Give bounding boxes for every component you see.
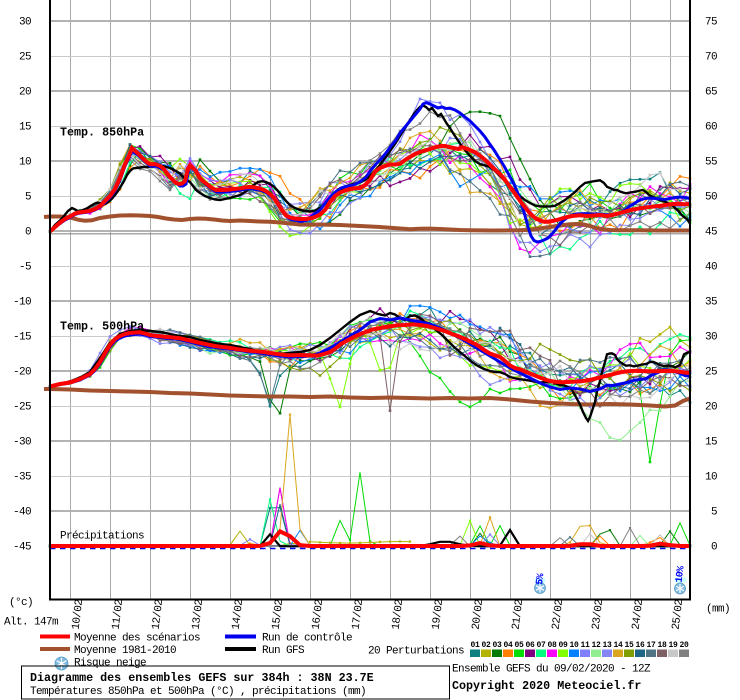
svg-text:19/02: 19/02 [431,599,447,630]
svg-text:Températures 850hPa et 500hPa: Températures 850hPa et 500hPa (°C) , pré… [30,686,366,698]
svg-text:60: 60 [705,122,717,134]
svg-text:02: 02 [481,641,491,650]
svg-text:11/02: 11/02 [111,599,127,630]
svg-text:14: 14 [613,641,623,650]
svg-text:25: 25 [19,52,31,64]
svg-text:11: 11 [580,641,590,650]
svg-text:-15: -15 [13,332,31,344]
svg-text:-20: -20 [13,367,31,379]
svg-text:35: 35 [705,297,717,309]
svg-text:Moyenne 1981-2010: Moyenne 1981-2010 [74,645,176,657]
svg-text:21/02: 21/02 [511,599,527,630]
svg-text:-5: -5 [19,262,31,274]
svg-text:30: 30 [19,17,31,29]
svg-text:24/02: 24/02 [631,599,647,630]
svg-text:0: 0 [711,542,717,554]
svg-text:10: 10 [569,641,579,650]
svg-text:15: 15 [624,641,634,650]
svg-text:12/02: 12/02 [151,599,167,630]
svg-text:08: 08 [547,641,557,650]
svg-text:-10: -10 [13,297,31,309]
svg-text:01: 01 [470,641,480,650]
svg-text:09: 09 [558,641,568,650]
svg-text:15: 15 [705,437,717,449]
svg-text:17/02: 17/02 [351,599,367,630]
svg-text:20 Perturbations: 20 Perturbations [368,646,464,658]
svg-text:10: 10 [19,157,31,169]
svg-text:04: 04 [503,641,513,650]
svg-text:55: 55 [705,157,717,169]
svg-text:16: 16 [635,641,645,650]
svg-text:45: 45 [705,227,717,239]
svg-text:13/02: 13/02 [191,599,207,630]
svg-text:Temp. 850hPa: Temp. 850hPa [60,126,144,140]
svg-text:-30: -30 [13,437,31,449]
svg-text:Précipitations: Précipitations [60,531,144,543]
svg-text:-40: -40 [13,507,31,519]
svg-text:30: 30 [705,332,717,344]
svg-text:Diagramme des ensembles GEFS s: Diagramme des ensembles GEFS sur 384h : … [30,671,374,685]
svg-text:23/02: 23/02 [591,599,607,630]
svg-text:07: 07 [536,641,546,650]
svg-text:0: 0 [25,227,31,239]
svg-text:Copyright 2020 Meteociel.fr: Copyright 2020 Meteociel.fr [452,679,641,693]
svg-text:-25: -25 [13,402,31,414]
svg-text:40: 40 [705,262,717,274]
svg-text:15/02: 15/02 [271,599,287,630]
svg-text:(mm): (mm) [706,604,730,616]
svg-text:17: 17 [646,641,656,650]
svg-text:Alt. 147m: Alt. 147m [4,617,59,629]
svg-text:06: 06 [525,641,535,650]
svg-text:25: 25 [705,367,717,379]
svg-text:70: 70 [705,52,717,64]
svg-text:5: 5 [711,507,717,519]
svg-text:15: 15 [19,122,31,134]
svg-text:-45: -45 [13,542,31,554]
svg-text:22/02: 22/02 [551,599,567,630]
svg-text:10: 10 [705,472,717,484]
svg-text:75: 75 [705,17,717,29]
svg-text:65: 65 [705,87,717,99]
svg-text:5: 5 [25,192,31,204]
svg-text:10%: 10% [675,565,688,583]
svg-text:12: 12 [591,641,601,650]
svg-text:(°c): (°c) [9,597,33,609]
svg-text:16/02: 16/02 [311,599,327,630]
svg-text:18: 18 [657,641,667,650]
svg-text:14/02: 14/02 [231,599,247,630]
svg-text:19: 19 [668,641,678,650]
svg-text:20: 20 [705,402,717,414]
svg-text:-35: -35 [13,472,31,484]
svg-text:20: 20 [19,87,31,99]
svg-text:20/02: 20/02 [471,599,487,630]
svg-text:05: 05 [514,641,524,650]
svg-text:18/02: 18/02 [391,599,407,630]
svg-text:03: 03 [492,641,502,650]
svg-text:Temp. 500hPa: Temp. 500hPa [60,320,144,334]
svg-text:13: 13 [602,641,612,650]
svg-text:5%: 5% [535,573,547,586]
svg-text:50: 50 [705,192,717,204]
svg-text:20: 20 [679,641,689,650]
svg-text:Run GFS: Run GFS [262,645,305,657]
svg-text:25/02: 25/02 [671,599,687,630]
svg-text:Risque neige: Risque neige [74,658,146,670]
svg-text:10/02: 10/02 [71,599,87,630]
svg-text:Ensemble GEFS du 09/02/2020 -: Ensemble GEFS du 09/02/2020 - 12Z [452,664,651,676]
svg-text:Moyenne des scénarios: Moyenne des scénarios [74,633,200,645]
svg-text:Run de contrôle: Run de contrôle [262,633,352,645]
